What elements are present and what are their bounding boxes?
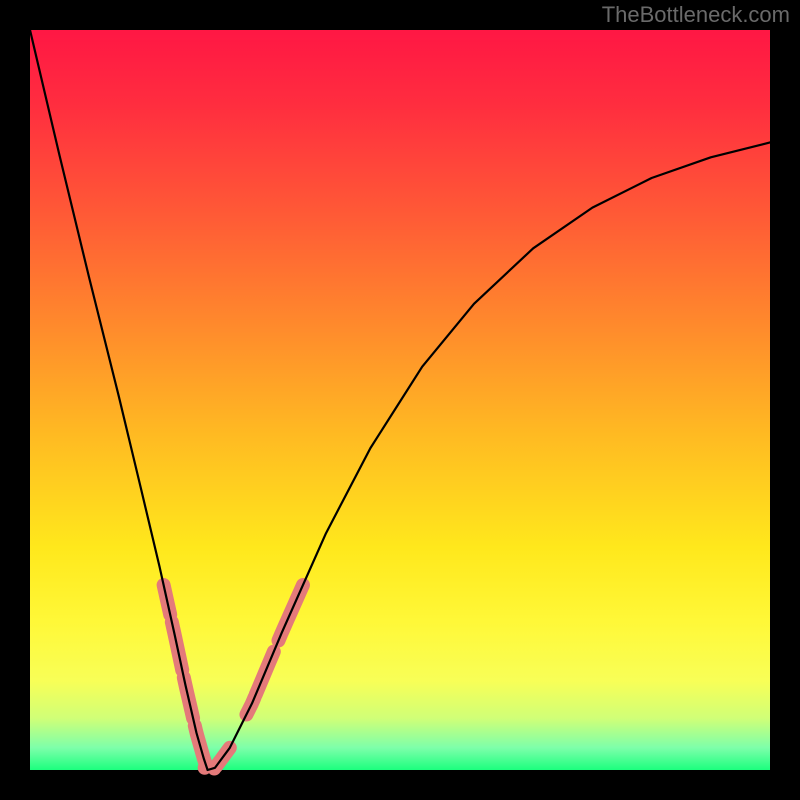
chart-container: TheBottleneck.com — [0, 0, 800, 800]
chart-svg — [0, 0, 800, 800]
